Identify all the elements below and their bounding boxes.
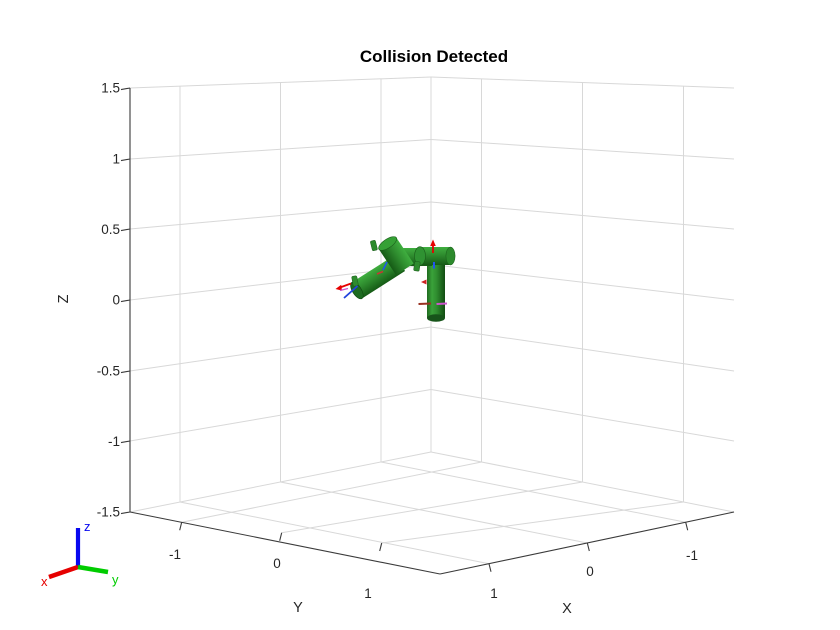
y-axis-label: Y	[293, 600, 303, 616]
triad-x-label: x	[41, 574, 48, 589]
robot-joint-nubs	[351, 240, 421, 287]
z-tick-3: 0.5	[101, 222, 120, 237]
x-axis-label: X	[562, 601, 572, 617]
z-tick-1: 1.5	[101, 81, 120, 96]
z-tick-5: -0.5	[97, 364, 120, 379]
robot-elbow-link	[378, 236, 414, 276]
y-tick-2: 0	[273, 556, 281, 571]
z-axis-label: Z	[56, 294, 72, 303]
axis-labels: Z Y X	[56, 294, 572, 617]
y-tick-3: 1	[364, 586, 372, 601]
robot-frame-markers	[335, 239, 448, 305]
x-tick-1: 1	[490, 586, 498, 601]
robot-arm	[335, 236, 456, 322]
y-tick-1: -1	[169, 547, 181, 562]
plot-title: Collision Detected	[360, 47, 508, 66]
z-tick-2: 1	[112, 152, 120, 167]
x-tick-3: -1	[686, 548, 698, 563]
axis-rulers	[120, 87, 735, 575]
robot-base-link	[427, 258, 445, 322]
x-tick-2: 0	[586, 564, 594, 579]
robot-upper-arm-outer	[414, 246, 456, 266]
triad-x-axis	[48, 564, 79, 580]
z-tick-4: 0	[112, 293, 120, 308]
triad-y-axis	[77, 564, 109, 575]
grid-lines	[129, 76, 735, 565]
z-tick-6: -1	[108, 434, 120, 449]
z-tick-7: -1.5	[97, 505, 120, 520]
tick-labels: 1.5 1 0.5 0 -0.5 -1 -1.5 -1 0 1 1 0 -1	[97, 81, 698, 602]
triad-z-label: z	[84, 519, 91, 534]
triad-y-label: y	[112, 572, 119, 587]
orientation-triad: z x y	[41, 519, 119, 589]
